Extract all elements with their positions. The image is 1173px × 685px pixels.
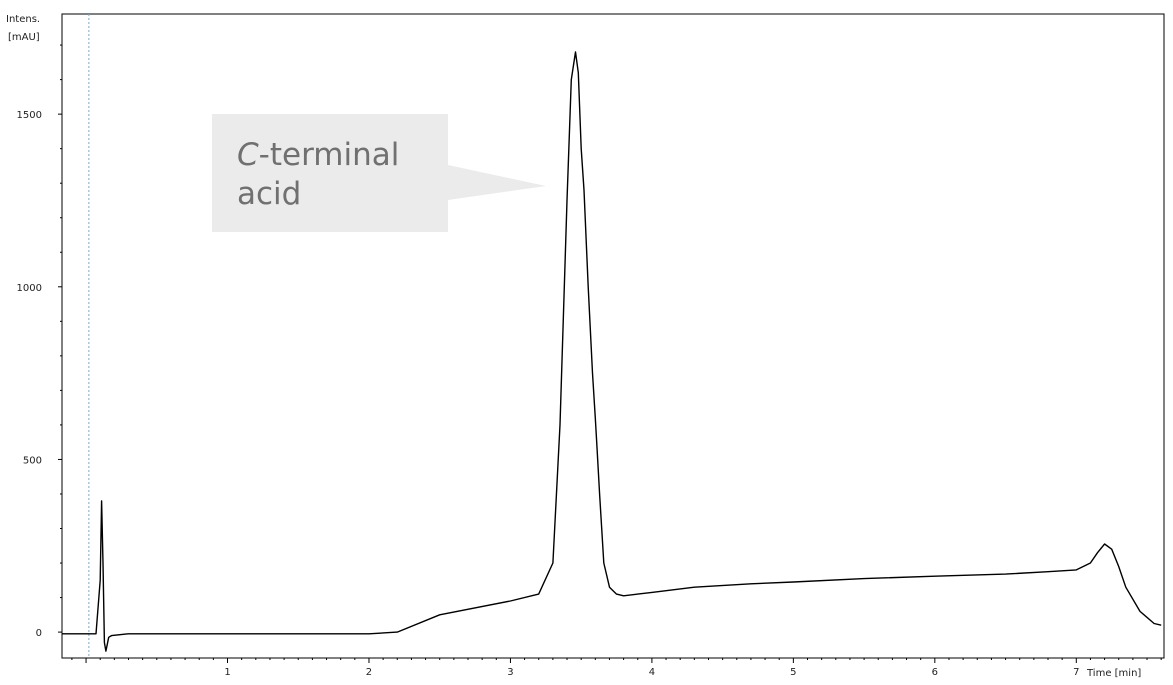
y-tick-label: 1000: [17, 283, 42, 294]
x-tick-label: 5: [790, 667, 796, 678]
y-axis-minor-ticks: [60, 44, 62, 599]
x-axis-title: Time [min]: [1086, 668, 1141, 679]
annotation-box: [212, 114, 448, 232]
y-axis-title-line2: [mAU]: [8, 32, 40, 43]
y-axis-ticks: 0 500 1000 1500: [17, 110, 62, 639]
plot-frame: [61, 13, 1165, 659]
x-tick-label: 2: [366, 667, 372, 678]
x-tick-label: 4: [649, 667, 655, 678]
annotation-pointer: [448, 165, 546, 200]
x-tick-label: 1: [224, 667, 230, 678]
annotation-text-line1: C-terminal: [237, 137, 399, 173]
x-axis-ticks: 1 2 3 4 5 6 7: [71, 658, 1162, 678]
y-tick-label: 500: [23, 455, 42, 466]
x-tick-label: 6: [932, 667, 938, 678]
y-axis-title-line1: Intens.: [6, 14, 40, 25]
y-tick-label: 1500: [17, 110, 42, 121]
series-line: [62, 51, 1162, 652]
annotation-text-line2: acid: [237, 176, 301, 212]
x-tick-label: 3: [507, 667, 513, 678]
x-tick-label: 7: [1073, 667, 1079, 678]
y-tick-label: 0: [36, 628, 42, 639]
peak-annotation: C-terminal acid: [212, 114, 546, 232]
